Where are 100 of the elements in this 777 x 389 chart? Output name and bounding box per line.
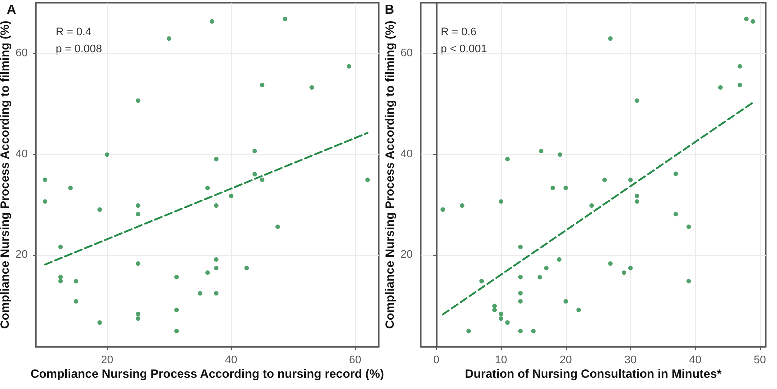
point [518,329,523,334]
point [214,157,219,162]
point [167,36,172,42]
point [505,157,510,162]
point [634,98,640,104]
point [628,266,633,271]
y-axis-title: Compliance Nursing Process According to filming (%) [0,20,12,330]
point [206,270,210,276]
point [531,329,536,334]
point [174,308,180,312]
point [505,320,510,326]
point [550,186,556,190]
point [564,299,568,304]
point [686,279,692,284]
point [518,291,523,296]
point [492,304,498,308]
point [136,98,141,104]
point [136,316,141,321]
annotation: R = 0.4 [56,26,92,38]
point [74,299,79,304]
point [214,204,219,208]
x-tick-label: 20 [560,354,572,366]
point [608,262,613,266]
x-axis-title: Duration of Nursing Consultation in Minutes* [465,367,722,381]
point [718,85,723,90]
point [346,64,352,69]
y-tick-label: 20 [400,249,413,262]
point [544,266,549,271]
point [198,291,203,296]
chart-title: B [385,2,394,17]
point [686,224,692,230]
point [538,275,542,280]
point [634,199,640,204]
point [750,19,756,24]
point [576,308,582,312]
point [252,149,258,154]
point [558,152,562,158]
point [310,85,314,90]
point [674,172,678,176]
point [283,16,288,22]
y-tick-label: 40 [16,148,28,160]
point [206,186,210,190]
point [634,194,640,198]
point [590,204,594,208]
point [440,208,446,212]
point [260,178,265,182]
point [499,199,504,204]
point [229,194,234,198]
point [98,208,102,212]
point [136,312,141,316]
point [58,244,64,250]
annotation: R = 0.6 [441,26,477,38]
y-tick-label: 20 [16,249,28,262]
point [492,308,498,312]
x-tick-label: 50 [754,354,766,366]
point [252,172,258,177]
x-tick-label: 20 [101,354,114,366]
point [98,320,102,326]
y-axis-title: Compliance Nursing Process According to filming (%) [383,20,397,330]
x-tick-label: 0 [433,354,440,366]
point [557,257,562,262]
point [608,36,613,42]
point [43,178,48,182]
point [460,204,465,208]
point [260,82,265,88]
point [602,178,608,182]
point [744,16,749,22]
point [58,275,64,280]
x-tick-label: 40 [689,354,702,366]
point [738,82,742,88]
point [214,266,219,271]
point [58,279,64,284]
x-tick-label: 60 [349,354,362,366]
point [539,149,544,154]
point [136,212,141,217]
point [174,275,180,280]
point [174,329,180,334]
point [466,329,472,334]
point [74,279,79,284]
point [276,224,280,230]
point [738,64,742,69]
point [622,270,626,276]
point [43,199,48,204]
point [518,299,523,304]
y-tick-label: 40 [400,148,413,160]
y-tick-label: 60 [16,47,28,60]
point [136,262,141,266]
point [244,266,250,271]
point [136,204,141,208]
x-axis-title: Compliance Nursing Process According to nursing record (%) [30,367,384,381]
point [105,152,110,158]
point [499,312,504,316]
point [628,178,633,182]
point [518,244,523,250]
point [214,257,219,262]
point [499,316,504,321]
point [518,275,523,280]
x-tick-label: 10 [495,354,508,366]
y-tick-label: 60 [400,47,413,60]
point [366,178,370,182]
